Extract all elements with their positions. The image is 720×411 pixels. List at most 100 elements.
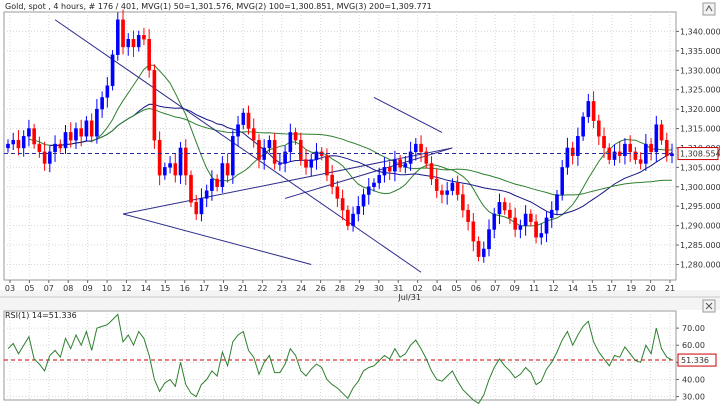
- candle-body[interactable]: [100, 97, 104, 110]
- candle-body[interactable]: [670, 153, 674, 156]
- candle-body[interactable]: [366, 186, 371, 195]
- candle-body[interactable]: [32, 128, 36, 145]
- candle-body[interactable]: [487, 229, 491, 250]
- candle-body[interactable]: [183, 147, 188, 176]
- candle-body[interactable]: [257, 139, 261, 160]
- candle-body[interactable]: [63, 132, 68, 149]
- candle-body[interactable]: [194, 202, 199, 215]
- candle-body[interactable]: [251, 128, 256, 141]
- candle-body[interactable]: [142, 35, 146, 40]
- candle-body[interactable]: [89, 120, 94, 137]
- trendline[interactable]: [122, 147, 453, 215]
- candle-body[interactable]: [147, 38, 151, 71]
- candle-body[interactable]: [581, 116, 585, 137]
- candle-body[interactable]: [58, 143, 63, 149]
- candle-body[interactable]: [434, 178, 439, 191]
- candle-body[interactable]: [513, 217, 517, 230]
- rsi-line[interactable]: [7, 313, 673, 405]
- candle-body[interactable]: [37, 143, 42, 153]
- candle-body[interactable]: [377, 174, 382, 184]
- candle-body[interactable]: [325, 155, 329, 176]
- candle-body[interactable]: [126, 38, 131, 48]
- candle-body[interactable]: [664, 139, 669, 156]
- candle-body[interactable]: [298, 139, 303, 160]
- candle-body[interactable]: [429, 163, 434, 180]
- candle-body[interactable]: [152, 70, 157, 141]
- candle-body[interactable]: [131, 38, 136, 48]
- candle-body[interactable]: [309, 159, 314, 168]
- candle-body[interactable]: [346, 209, 350, 226]
- candle-body[interactable]: [529, 213, 533, 222]
- candle-body[interactable]: [570, 147, 575, 156]
- candle-body[interactable]: [304, 159, 308, 168]
- candle-body[interactable]: [189, 174, 193, 203]
- candle-body[interactable]: [659, 124, 664, 141]
- candle-body[interactable]: [502, 202, 507, 211]
- candle-body[interactable]: [424, 151, 429, 164]
- candle-body[interactable]: [471, 221, 476, 242]
- candle-body[interactable]: [518, 225, 523, 230]
- candle-body[interactable]: [398, 159, 402, 168]
- candle-body[interactable]: [84, 120, 89, 137]
- candle-body[interactable]: [199, 198, 204, 215]
- candle-body[interactable]: [539, 233, 544, 238]
- candle-body[interactable]: [136, 35, 141, 48]
- candle-body[interactable]: [403, 163, 408, 168]
- candle-body[interactable]: [602, 136, 606, 149]
- candle-body[interactable]: [42, 151, 47, 164]
- candle-body[interactable]: [476, 240, 481, 257]
- candle-body[interactable]: [48, 151, 52, 164]
- candle-body[interactable]: [560, 167, 565, 195]
- candle-body[interactable]: [272, 139, 277, 164]
- candle-body[interactable]: [612, 151, 617, 160]
- candle-body[interactable]: [215, 178, 219, 187]
- candle-body[interactable]: [110, 54, 115, 86]
- candle-body[interactable]: [283, 151, 287, 164]
- candle-body[interactable]: [95, 108, 99, 137]
- candle-body[interactable]: [210, 178, 214, 191]
- candle-body[interactable]: [157, 139, 162, 176]
- candle-body[interactable]: [79, 128, 83, 137]
- candle-body[interactable]: [492, 213, 497, 230]
- candle-body[interactable]: [356, 206, 361, 215]
- price-panel-button[interactable]: [702, 2, 716, 16]
- candle-body[interactable]: [508, 209, 512, 219]
- candle-body[interactable]: [168, 163, 172, 168]
- candle-body[interactable]: [340, 198, 345, 211]
- candle-body[interactable]: [555, 194, 559, 211]
- candle-body[interactable]: [481, 248, 486, 257]
- candle-body[interactable]: [27, 128, 31, 137]
- candle-body[interactable]: [393, 159, 397, 172]
- candle-body[interactable]: [408, 151, 413, 164]
- candle-body[interactable]: [236, 124, 240, 137]
- candle-body[interactable]: [382, 167, 387, 176]
- candle-body[interactable]: [278, 163, 282, 165]
- candle-body[interactable]: [523, 213, 528, 226]
- candle-body[interactable]: [231, 136, 235, 176]
- candle-body[interactable]: [597, 120, 601, 137]
- candle-body[interactable]: [461, 194, 465, 211]
- candle-body[interactable]: [654, 124, 659, 153]
- trendline[interactable]: [373, 97, 443, 133]
- candle-body[interactable]: [361, 194, 366, 207]
- candle-body[interactable]: [105, 85, 110, 98]
- candle-body[interactable]: [163, 167, 167, 176]
- candle-body[interactable]: [293, 132, 298, 141]
- candle-body[interactable]: [173, 163, 178, 176]
- candle-body[interactable]: [565, 147, 570, 168]
- candle-body[interactable]: [591, 101, 596, 121]
- candle-body[interactable]: [53, 143, 57, 153]
- candle-body[interactable]: [314, 151, 319, 160]
- candle-body[interactable]: [16, 139, 21, 149]
- candle-body[interactable]: [549, 209, 554, 219]
- candle-body[interactable]: [115, 19, 120, 55]
- candle-body[interactable]: [121, 19, 125, 48]
- candle-body[interactable]: [21, 136, 26, 149]
- candle-body[interactable]: [267, 139, 272, 149]
- candle-body[interactable]: [628, 143, 632, 153]
- candle-body[interactable]: [414, 143, 418, 153]
- candle-body[interactable]: [11, 139, 16, 145]
- candle-body[interactable]: [455, 182, 460, 195]
- candle-body[interactable]: [638, 159, 643, 164]
